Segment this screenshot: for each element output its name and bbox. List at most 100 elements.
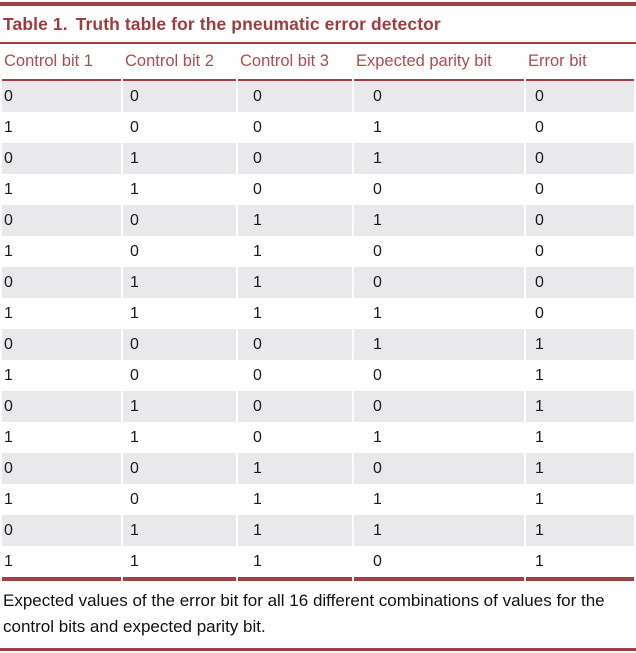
table-cell: 0 xyxy=(526,81,634,112)
top-rule xyxy=(0,2,636,6)
table-cell: 1 xyxy=(354,205,524,236)
table-cell: 1 xyxy=(526,453,634,484)
table-cell: 1 xyxy=(4,181,13,198)
table-cell: 0 xyxy=(354,453,524,484)
table-cell: 1 xyxy=(253,243,262,260)
table-title-text: Truth table for the pneumatic error dete… xyxy=(75,14,441,34)
table-cell: 0 xyxy=(526,205,634,236)
table-cell: 1 xyxy=(373,429,382,446)
table-cell: 0 xyxy=(2,267,121,298)
table-cell: 1 xyxy=(373,305,382,322)
table-cell: 1 xyxy=(535,429,544,446)
column-header: Error bit xyxy=(526,44,634,81)
table-cell: 1 xyxy=(123,143,236,174)
table-cell: 0 xyxy=(354,391,524,422)
table-cell: 1 xyxy=(253,491,262,508)
table-cell: 0 xyxy=(373,367,382,384)
table-cell: 1 xyxy=(4,119,13,136)
column-header: Control bit 3 xyxy=(238,44,352,81)
table-cell: 1 xyxy=(526,546,634,581)
table-cell: 1 xyxy=(238,515,352,546)
table-cell: 0 xyxy=(526,267,634,298)
table-cell: 0 xyxy=(238,329,352,360)
table-cell: 0 xyxy=(123,81,236,112)
table-cell: 0 xyxy=(238,391,352,422)
table-cell: 1 xyxy=(123,515,236,546)
table-row: 1 0 1 0 0 xyxy=(2,236,634,267)
table-cell: 1 xyxy=(373,491,382,508)
table-cell: 0 xyxy=(130,243,139,260)
table-row: 1 0 1 1 1 xyxy=(2,484,634,515)
table-cell: 0 xyxy=(130,367,139,384)
table-cell: 1 xyxy=(123,546,236,581)
table-cell: 0 xyxy=(535,119,544,136)
table-cell: 1 xyxy=(354,143,524,174)
column-header: Expected parity bit xyxy=(354,44,524,81)
table-cell: 0 xyxy=(2,143,121,174)
table-cell: 1 xyxy=(535,491,544,508)
table-row: 1 1 0 1 1 xyxy=(2,422,634,453)
table-cell: 0 xyxy=(535,243,544,260)
table-cell: 0 xyxy=(130,491,139,508)
table-cell: 0 xyxy=(526,143,634,174)
table-cell: 0 xyxy=(2,453,121,484)
table-cell: 1 xyxy=(4,243,13,260)
table-cell: 0 xyxy=(253,181,262,198)
table-cell: 1 xyxy=(535,367,544,384)
table-cell: 1 xyxy=(4,367,13,384)
table-cell: 0 xyxy=(238,143,352,174)
column-header: Control bit 2 xyxy=(123,44,236,81)
table-cell: 0 xyxy=(123,453,236,484)
table-cell: 1 xyxy=(238,546,352,581)
table-cell: 0 xyxy=(253,429,262,446)
table-cell: 0 xyxy=(535,181,544,198)
table-cell: 1 xyxy=(253,305,262,322)
table-cell: 0 xyxy=(238,81,352,112)
table-cell: 1 xyxy=(354,515,524,546)
table-row: 1 0 0 1 0 xyxy=(2,112,634,143)
table-cell: 0 xyxy=(253,119,262,136)
table-cell: 1 xyxy=(130,429,139,446)
table-title: Table 1. Truth table for the pneumatic er… xyxy=(0,6,636,44)
table-cell: 0 xyxy=(123,329,236,360)
table-cell: 1 xyxy=(4,429,13,446)
table-cell: 1 xyxy=(373,119,382,136)
table-cell: 0 xyxy=(354,267,524,298)
table-cell: 1 xyxy=(123,267,236,298)
table-cell: 1 xyxy=(526,329,634,360)
table-cell: 0 xyxy=(253,367,262,384)
column-header: Control bit 1 xyxy=(2,44,121,81)
table-cell: 0 xyxy=(2,329,121,360)
table-cell: 0 xyxy=(2,81,121,112)
table-cell: 1 xyxy=(238,267,352,298)
table-cell: 0 xyxy=(2,391,121,422)
table-cell: 0 xyxy=(2,205,121,236)
table-cell: 1 xyxy=(526,515,634,546)
table-cell: 0 xyxy=(535,305,544,322)
table-row: 1 1 0 0 0 xyxy=(2,174,634,205)
table-cell: 1 xyxy=(238,205,352,236)
table-cell: 0 xyxy=(123,205,236,236)
table-number: Table 1. xyxy=(3,14,68,34)
table-row: 1 0 0 0 1 xyxy=(2,360,634,391)
table-cell: 1 xyxy=(238,453,352,484)
table-cell: 0 xyxy=(130,119,139,136)
table-row: 1 1 1 1 0 xyxy=(2,298,634,329)
table-cell: 0 xyxy=(354,546,524,581)
table-cell: 0 xyxy=(354,81,524,112)
table-cell: 1 xyxy=(130,305,139,322)
table-cell: 0 xyxy=(2,515,121,546)
table-cell: 1 xyxy=(526,391,634,422)
